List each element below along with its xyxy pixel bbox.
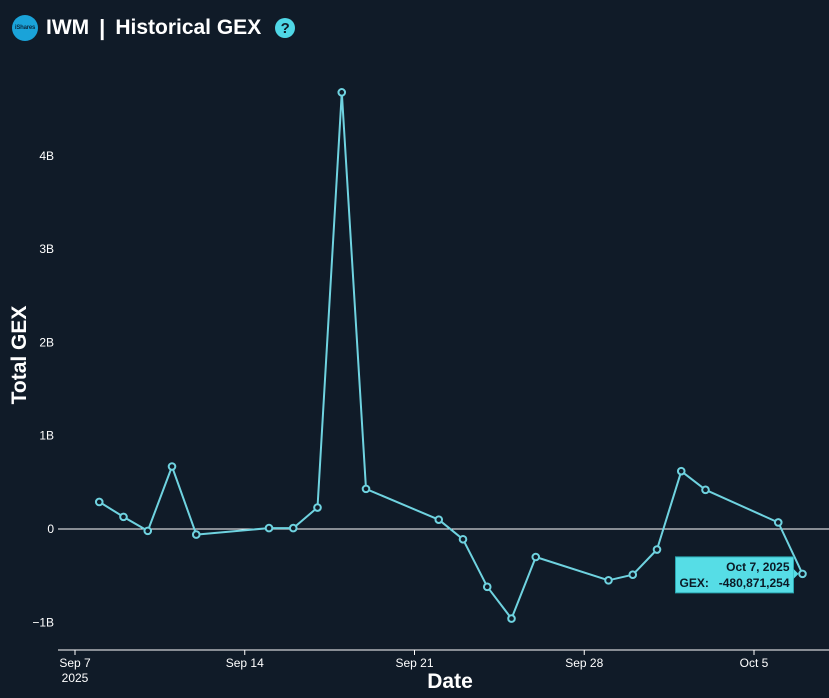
chart-header: iShares IWM | Historical GEX ? <box>12 12 296 44</box>
data-point[interactable] <box>482 582 492 592</box>
series-layer <box>94 88 807 623</box>
data-point[interactable] <box>434 515 444 524</box>
data-point[interactable] <box>798 569 807 579</box>
tooltip-date: Oct 7, 2025 <box>726 560 790 574</box>
x-tick-label: Sep 28 <box>565 656 603 670</box>
tooltip-box <box>675 556 794 594</box>
x-axis-title: Date <box>427 670 473 693</box>
gex-series-line <box>98 91 804 620</box>
data-point[interactable] <box>628 570 638 580</box>
data-point[interactable] <box>676 466 686 476</box>
data-point[interactable] <box>361 484 371 494</box>
data-point[interactable] <box>337 88 347 97</box>
y-tick-label: 2B <box>39 335 54 349</box>
data-point[interactable] <box>94 497 104 507</box>
hover-tooltip: Oct 7, 2025 GEX: -480,871,254 <box>675 556 799 594</box>
ishares-logo-icon: iShares <box>12 15 38 41</box>
data-point[interactable] <box>288 523 298 533</box>
x-tick-sublabel: 2025 <box>62 671 89 685</box>
data-point[interactable] <box>458 534 468 544</box>
data-point[interactable] <box>191 530 201 539</box>
data-point[interactable] <box>167 462 177 471</box>
data-point[interactable] <box>313 503 322 512</box>
data-point[interactable] <box>531 552 541 562</box>
tooltip-pointer <box>793 568 799 579</box>
data-point[interactable] <box>143 526 153 536</box>
y-tick-label: 0 <box>47 522 54 536</box>
tooltip-gex-value: -480,871,254 <box>719 576 790 590</box>
ticker-label: IWM <box>46 16 90 39</box>
help-icon[interactable]: ? <box>275 18 296 38</box>
y-tick-label: 3B <box>39 242 54 256</box>
data-point[interactable] <box>701 485 710 495</box>
y-axis-title: Total GEX <box>8 306 31 405</box>
data-point[interactable] <box>264 523 274 533</box>
title-separator: | <box>99 15 106 40</box>
x-tick-label: Oct 5 <box>740 656 769 670</box>
tooltip-gex-label: GEX: <box>680 576 709 590</box>
data-point[interactable] <box>773 518 783 527</box>
data-point[interactable] <box>652 545 662 554</box>
y-tick-label: 4B <box>39 149 54 163</box>
data-point[interactable] <box>507 614 516 623</box>
y-tick-label: 1B <box>39 429 54 443</box>
y-tick-label: −1B <box>32 615 54 629</box>
x-tick-label: Sep 21 <box>395 656 433 670</box>
x-tick-label: Sep 14 <box>226 656 264 670</box>
page-title: Historical GEX <box>115 16 262 39</box>
data-point[interactable] <box>604 576 613 585</box>
data-point[interactable] <box>119 512 128 522</box>
x-tick-label: Sep 7 <box>59 656 91 670</box>
